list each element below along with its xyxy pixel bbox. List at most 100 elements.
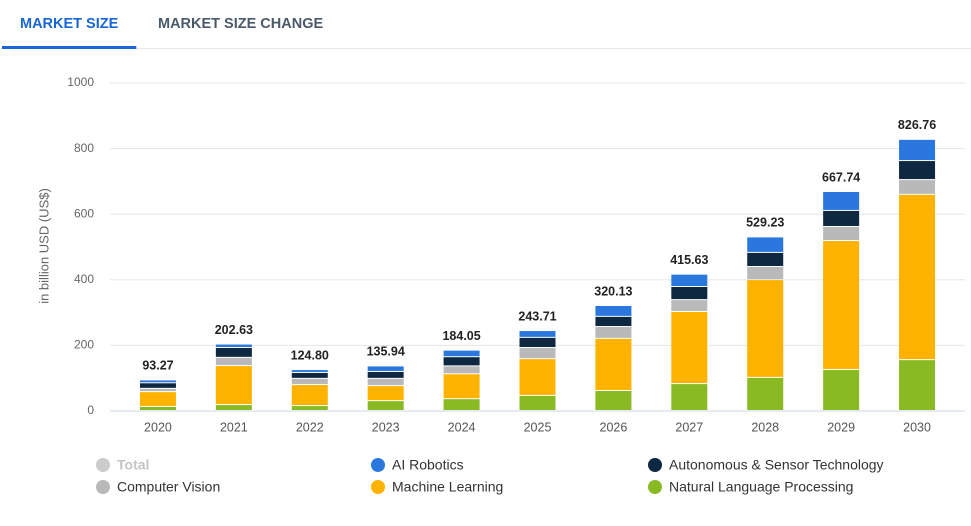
bar-segment <box>215 405 252 410</box>
bar-segment <box>899 139 936 161</box>
total-label: 320.13 <box>594 284 632 298</box>
bar-segment <box>899 360 936 410</box>
bar-segment <box>291 385 328 406</box>
bar-segment <box>215 344 252 348</box>
legend-marker[interactable] <box>96 480 110 494</box>
x-tick-label: 2028 <box>751 420 779 434</box>
legend-marker[interactable] <box>371 480 385 494</box>
legend-marker[interactable] <box>96 458 110 472</box>
total-label: 667.74 <box>822 170 860 184</box>
total-label: 124.80 <box>291 348 329 362</box>
bar-segment <box>291 378 328 385</box>
bar-segment <box>747 377 784 410</box>
bar-segment <box>367 386 404 401</box>
x-tick-label: 2023 <box>372 420 400 434</box>
x-tick-label: 2026 <box>600 420 628 434</box>
bar-segment <box>899 161 936 180</box>
bar-segment <box>139 380 176 383</box>
x-tick-label: 2021 <box>220 420 248 434</box>
bar-segment <box>595 338 632 390</box>
x-tick-label: 2025 <box>524 420 552 434</box>
legend-label[interactable]: Total <box>117 457 149 473</box>
total-label: 202.63 <box>215 323 253 337</box>
bar-segment <box>367 366 404 371</box>
bar-segment <box>291 406 328 410</box>
legend-label[interactable]: Autonomous & Sensor Technology <box>669 457 884 473</box>
total-label: 93.27 <box>142 359 173 373</box>
bar-segment <box>519 359 556 395</box>
x-tick-label: 2029 <box>827 420 855 434</box>
bar-segment <box>291 370 328 372</box>
bar-segment <box>519 337 556 348</box>
bar-segment <box>215 348 252 357</box>
bar-segment <box>899 180 936 194</box>
tab[interactable]: MARKET SIZE CHANGE <box>158 16 323 32</box>
bar-segment <box>443 366 480 374</box>
legend-label[interactable]: Natural Language Processing <box>669 479 853 495</box>
bar-segment <box>595 305 632 316</box>
bar-segment <box>595 327 632 338</box>
bar-segment <box>595 390 632 410</box>
bar-segment <box>519 331 556 337</box>
bar-segment <box>823 210 860 226</box>
total-label: 415.63 <box>670 253 708 267</box>
bar-segment <box>139 383 176 388</box>
bar-segment <box>671 300 708 311</box>
bar-segment <box>823 241 860 369</box>
tab-underline <box>2 46 137 49</box>
legend-label[interactable]: Computer Vision <box>117 479 220 495</box>
total-label: 184.05 <box>442 329 480 343</box>
bar-segment <box>595 316 632 327</box>
bar-segment <box>823 370 860 410</box>
y-tick-label: 200 <box>74 338 94 352</box>
bar-segment <box>747 252 784 267</box>
bar-segment <box>671 274 708 287</box>
bar-segment <box>215 366 252 405</box>
tab[interactable]: MARKET SIZE <box>20 16 119 32</box>
bar-segment <box>139 388 176 392</box>
y-tick-label: 600 <box>74 206 94 220</box>
total-label: 135.94 <box>367 345 405 359</box>
bar-segment <box>671 384 708 410</box>
legend-label[interactable]: Machine Learning <box>392 479 503 495</box>
bar-segment <box>899 194 936 360</box>
y-axis-label: in billion USD (US$) <box>36 188 51 304</box>
bar-segment <box>443 374 480 399</box>
bar-segment <box>139 406 176 410</box>
bar-segment <box>367 378 404 386</box>
bar-segment <box>367 371 404 378</box>
bar-segment <box>519 348 556 359</box>
y-tick-label: 800 <box>74 141 94 155</box>
bar-segment <box>671 287 708 300</box>
bar-segment <box>443 357 480 366</box>
bar-segment <box>443 350 480 357</box>
y-tick-label: 400 <box>74 272 94 286</box>
bar-segment <box>291 372 328 378</box>
bar-segment <box>823 226 860 241</box>
x-tick-label: 2027 <box>675 420 703 434</box>
y-tick-label: 0 <box>87 403 94 417</box>
legend-label[interactable]: AI Robotics <box>392 457 464 473</box>
legend-marker[interactable] <box>648 458 662 472</box>
x-tick-label: 2020 <box>144 420 172 434</box>
bar-segment <box>823 191 860 210</box>
legend-marker[interactable] <box>648 480 662 494</box>
total-label: 243.71 <box>518 309 556 323</box>
bar-segment <box>671 311 708 384</box>
bar-segment <box>443 399 480 410</box>
x-tick-label: 2030 <box>903 420 931 434</box>
legend-marker[interactable] <box>371 458 385 472</box>
bar-segment <box>139 392 176 406</box>
bar-segment <box>747 237 784 252</box>
total-label: 529.23 <box>746 216 784 230</box>
y-tick-label: 1000 <box>67 75 94 89</box>
bar-segment <box>367 401 404 410</box>
bar-segment <box>215 357 252 366</box>
x-tick-label: 2024 <box>448 420 476 434</box>
x-tick-label: 2022 <box>296 420 324 434</box>
total-label: 826.76 <box>898 118 936 132</box>
bar-segment <box>747 267 784 280</box>
bar-segment <box>519 395 556 410</box>
bar-segment <box>747 280 784 377</box>
